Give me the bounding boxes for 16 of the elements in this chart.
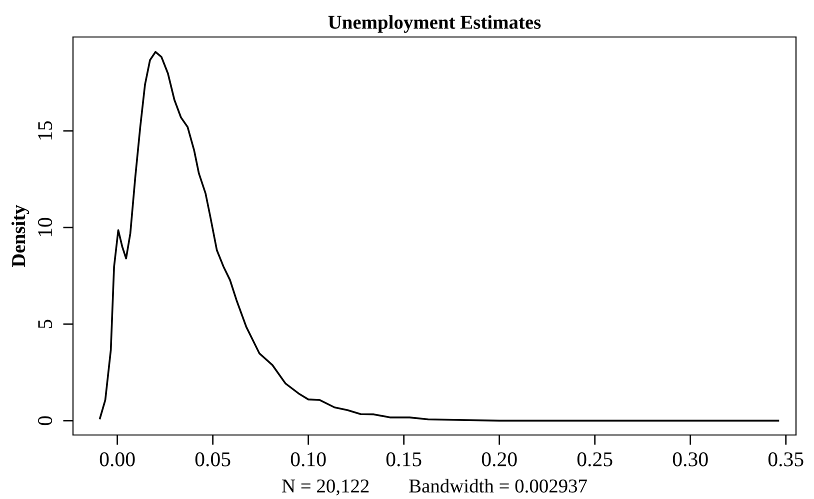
x-tick-label: 0.05 bbox=[195, 452, 230, 466]
x-tick-label: 0.00 bbox=[100, 452, 135, 466]
y-axis-title: Density bbox=[11, 204, 30, 267]
x-tick-label: 0.10 bbox=[290, 452, 326, 466]
y-tick-label: 0 bbox=[38, 416, 52, 426]
x-axis-title: N = 20,122 Bandwidth = 0.002937 bbox=[282, 478, 587, 496]
x-tick-label: 0.35 bbox=[768, 452, 804, 466]
line-series bbox=[99, 50, 780, 422]
x-tick-label: 0.15 bbox=[386, 452, 422, 466]
y-tick-label: 10 bbox=[38, 218, 52, 236]
x-tick-label: 0.30 bbox=[672, 452, 708, 466]
y-tick-label: 5 bbox=[38, 320, 52, 328]
x-tick-label: 0.25 bbox=[577, 452, 612, 466]
y-tick-label: 15 bbox=[38, 121, 52, 140]
chart-title: Unemployment Estimates bbox=[328, 15, 541, 33]
x-tick-label: 0.20 bbox=[482, 452, 517, 466]
